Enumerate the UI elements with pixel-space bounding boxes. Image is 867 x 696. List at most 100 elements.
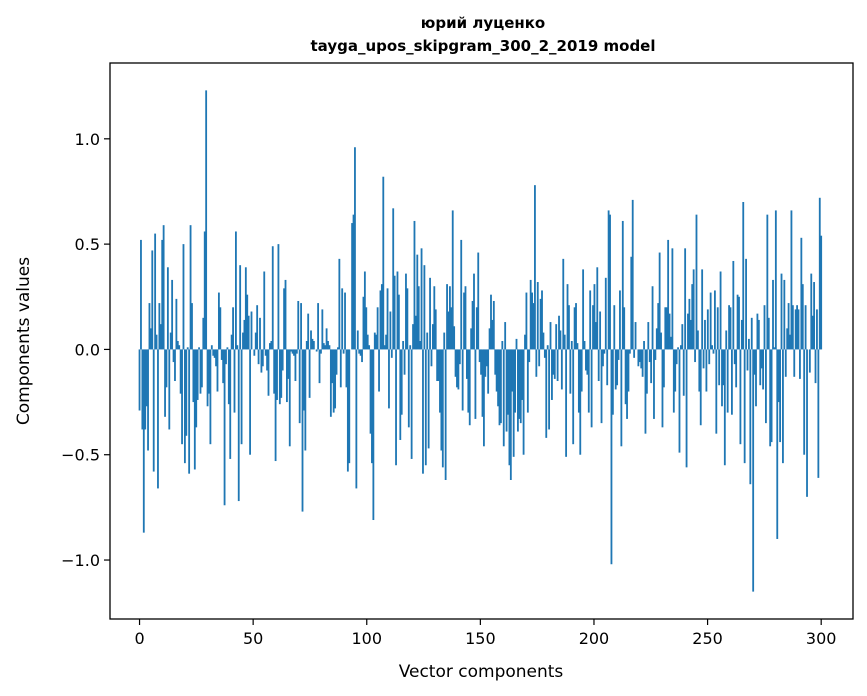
bar [457,349,460,390]
bar [165,349,168,388]
bar [793,349,796,377]
bar [478,349,481,363]
bar [378,349,380,392]
bar [355,349,358,489]
bar [698,349,701,392]
bar [356,330,359,350]
bar [334,349,337,409]
bar [569,349,572,394]
bar [242,332,244,350]
bar [558,315,560,350]
bar [318,349,321,384]
bar [300,303,302,350]
bar [810,273,813,350]
bar [458,349,461,365]
bar [548,349,551,430]
bar [647,322,650,350]
x-tick-label: 300 [806,629,837,648]
bar [613,305,616,350]
bar [517,349,519,432]
bar [713,290,716,350]
bar [400,349,403,415]
y-tick-label: 1.0 [75,130,100,149]
bar [504,322,507,350]
bar [217,292,220,350]
bar [414,315,417,350]
bar [148,303,151,350]
bar [439,349,441,413]
bar [195,349,198,428]
bar [492,300,495,350]
bar [239,265,242,350]
bar [535,349,538,377]
bar [731,349,733,415]
bar [706,309,709,350]
bar [528,349,531,363]
bar [179,349,182,394]
bar [665,307,668,350]
bar [502,349,505,447]
bar [413,220,416,350]
bar [235,231,237,350]
bar [189,225,192,350]
bar [536,282,539,350]
bar [648,349,651,363]
bar [337,347,339,350]
bar [675,349,678,365]
bar [291,349,294,354]
y-tick-label: 0.0 [75,340,100,359]
bar [141,349,144,430]
bar [772,279,774,350]
bar [253,349,256,356]
x-tick-label: 200 [579,629,610,648]
bar [361,349,363,363]
bar [312,341,315,350]
bar [490,294,492,350]
bar [773,347,776,350]
bar [185,349,188,436]
bar [206,349,209,407]
bar [702,349,705,369]
bar [186,347,189,350]
bar [202,317,205,350]
bar [416,254,419,350]
bar [576,343,579,350]
bar [692,269,695,350]
bar [345,349,348,388]
bar [198,347,200,350]
bar [271,246,274,350]
bar [331,349,334,384]
bar [276,349,278,400]
bar [684,248,687,350]
bar [637,349,640,367]
bar [796,305,799,350]
bar [556,349,559,382]
bar [155,334,158,350]
bar [385,334,388,350]
bar [388,349,390,409]
bar [745,258,747,350]
bar [396,271,399,350]
bar [365,307,368,350]
bar [767,317,770,350]
bar [193,349,196,470]
bar [249,349,251,455]
bar [609,214,611,350]
bar [164,349,166,417]
bar [660,332,662,350]
bar [671,248,674,350]
bar [696,330,699,350]
bar [593,284,596,350]
bar [426,332,429,350]
bar [169,332,172,350]
bar [494,349,497,375]
bar [225,349,227,365]
bar [227,349,230,405]
bar [481,349,484,417]
bar [325,328,328,350]
bar [704,319,706,350]
bar [196,349,199,400]
bar [736,294,739,350]
bar [441,349,444,468]
bar [403,349,406,375]
